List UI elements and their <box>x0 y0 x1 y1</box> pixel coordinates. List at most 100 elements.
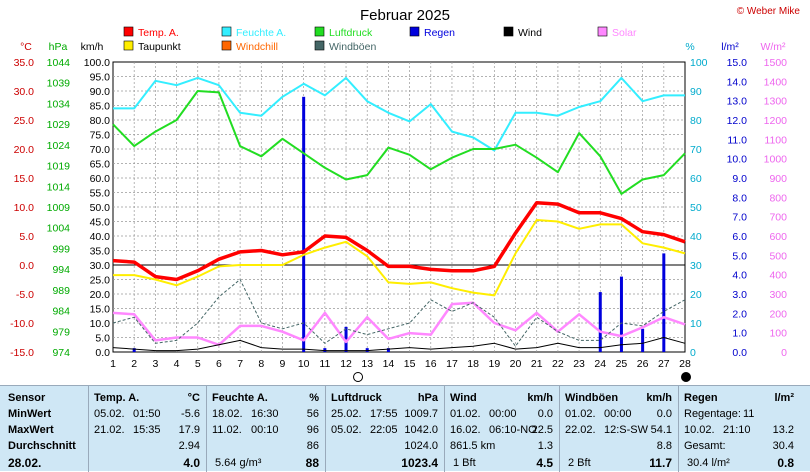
x-tick-label: 26 <box>637 358 649 370</box>
temp-min-time: 01:50 <box>133 408 161 420</box>
tick-wind: 45.0 <box>90 217 111 229</box>
hum-current: 88 <box>305 456 319 470</box>
tick-solar: 1500 <box>764 57 788 69</box>
rain-current: 0.8 <box>777 456 794 470</box>
tick-wind: 0.0 <box>95 347 110 359</box>
tick-rain: 6.0 <box>732 231 747 243</box>
wind-head: Wind <box>450 392 477 404</box>
legend-label: Windböen <box>329 41 376 53</box>
rain-bar <box>323 348 327 352</box>
legend-label: Solar <box>612 27 637 39</box>
x-tick-label: 27 <box>658 358 670 370</box>
x-tick-label: 28 <box>679 358 691 370</box>
series-line-taupunkt <box>113 219 686 297</box>
tick-humidity: 50 <box>690 202 702 214</box>
rain-head: Regen <box>684 392 718 404</box>
rain-bar <box>619 276 623 352</box>
press-head: Luftdruck <box>331 392 382 404</box>
legend-label: Windchill <box>236 41 278 53</box>
tick-rain: 3.0 <box>732 289 747 301</box>
wind-unit: km/h <box>527 392 553 404</box>
temp-unit: °C <box>187 392 200 404</box>
copyright: © Weber Mike <box>737 6 801 17</box>
tick-temp: -5.0 <box>16 289 34 301</box>
tick-wind: 75.0 <box>90 130 111 142</box>
x-tick-label: 1 <box>110 358 116 370</box>
tick-solar: 400 <box>769 270 787 282</box>
tick-pressure: 989 <box>52 285 70 297</box>
legend-swatch <box>123 26 134 37</box>
press-min: 1009.7 <box>404 408 438 420</box>
x-tick-label: 12 <box>340 358 352 370</box>
x-tick-label: 24 <box>594 358 606 370</box>
press-unit: hPa <box>417 392 438 404</box>
tick-pressure: 1029 <box>47 119 71 131</box>
tick-solar: 1400 <box>764 76 788 88</box>
tick-wind: 15.0 <box>90 304 111 316</box>
rain-max: 13.2 <box>772 424 794 436</box>
tick-wind: 40.0 <box>90 231 111 243</box>
x-tick-label: 3 <box>152 358 158 370</box>
tick-rain: 12.0 <box>727 115 748 127</box>
gust-avg: 8.8 <box>656 440 672 452</box>
series-line-feuchte-a <box>113 76 685 152</box>
tick-humidity: 20 <box>690 289 702 301</box>
tick-humidity: 60 <box>690 173 702 185</box>
press-max-date: 05.02. <box>331 424 362 436</box>
tick-wind: 70.0 <box>90 144 111 156</box>
rain-bar <box>302 96 306 352</box>
x-tick-label: 17 <box>446 358 458 370</box>
tick-solar: 1000 <box>764 154 788 166</box>
tick-wind: 25.0 <box>90 275 111 287</box>
gust-min-date: 01.02. <box>565 408 596 420</box>
gust-max-time: 12:S-SW <box>604 424 649 436</box>
tick-wind: 55.0 <box>90 188 111 200</box>
hum-max-time: 00:10 <box>251 424 279 436</box>
series-line-solar <box>112 301 686 347</box>
tick-solar: 1200 <box>764 115 788 127</box>
stats-pressure-column: Luftdruck hPa 25.02. 17:55 1009.7 05.02. 22:… <box>326 388 444 470</box>
rain-bar <box>598 292 602 352</box>
legend-swatch <box>221 40 232 51</box>
rain-bar <box>132 348 136 352</box>
hum-unit: % <box>309 392 319 404</box>
hum-max-date: 11.02. <box>212 424 242 436</box>
hum-abs: 5.64 g/m³ <box>215 457 262 469</box>
row-label-avg: Durchschnitt <box>8 440 76 452</box>
tick-humidity: 10 <box>690 318 702 330</box>
gust-max: 54.1 <box>650 424 672 436</box>
wind-distance: 861.5 km <box>450 440 496 452</box>
legend: Temp. A. Feuchte A. Luftdruck Regen Wind Sola… <box>123 26 637 53</box>
hum-min: 56 <box>306 408 319 420</box>
current-date: 28.02. <box>8 456 42 470</box>
axis-title-pressure: hPa <box>49 41 68 53</box>
tick-wind: 90.0 <box>90 86 111 98</box>
tick-humidity: 0 <box>690 347 696 359</box>
temp-min: -5.6 <box>181 408 200 420</box>
tick-temp: -10.0 <box>10 318 34 330</box>
gust-min: 0.0 <box>656 408 672 420</box>
tick-rain: 0.0 <box>732 347 747 359</box>
legend-swatch <box>221 26 232 37</box>
series-line-windböen <box>112 279 686 347</box>
x-tick-label: 5 <box>195 358 201 370</box>
x-axis: 1 2 3 4 5 6 7 8 9 10 11 12 13 14 15 16 17 18 19 20 21 22 23 24 2… <box>110 358 691 382</box>
tick-pressure: 994 <box>52 264 70 276</box>
tick-wind: 100.0 <box>84 57 110 69</box>
rain-today: 30.4 l/m² <box>687 457 730 469</box>
tick-pressure: 1004 <box>47 223 71 235</box>
wind-min: 0.0 <box>537 408 553 420</box>
axes: °C hPa km/h% l/m² W/m² 35.0 30.0 25.0 20.0 15.0 10… <box>10 41 787 359</box>
x-tick-label: 18 <box>467 358 479 370</box>
series-lines <box>112 76 686 352</box>
x-tick-label: 4 <box>174 358 180 370</box>
legend-swatch <box>409 26 420 37</box>
tick-pressure: 999 <box>52 243 70 255</box>
tick-solar: 500 <box>769 250 787 262</box>
x-tick-label: 2 <box>131 358 137 370</box>
tick-wind: 35.0 <box>90 246 111 258</box>
tick-rain: 11.0 <box>727 134 747 146</box>
tick-solar: 0 <box>781 347 787 359</box>
tick-humidity: 100 <box>690 57 708 69</box>
legend-label: Taupunkt <box>138 41 181 53</box>
